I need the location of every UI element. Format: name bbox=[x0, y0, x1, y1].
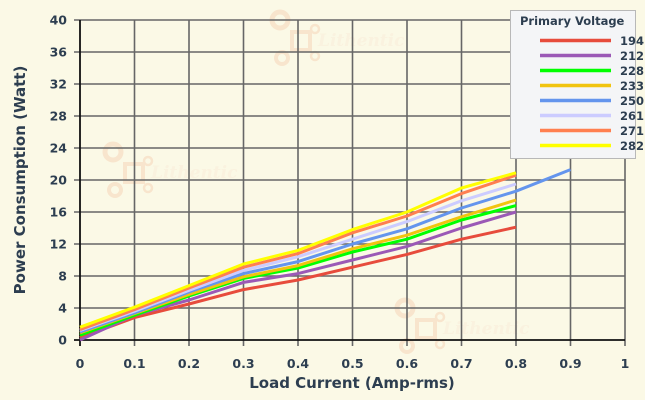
x-tick-label: 0.7 bbox=[450, 356, 472, 371]
x-tick-label: 0.8 bbox=[505, 356, 527, 371]
x-tick-label: 0.5 bbox=[341, 356, 363, 371]
legend-item: 250 bbox=[540, 94, 644, 108]
legend-label: 282 bbox=[620, 139, 644, 153]
tick-labels: 0 0.1 0.2 0.3 0.4 0.5 0.6 0.7 0.8 0.9 1 0 4 8 12 16 20 24… bbox=[50, 13, 630, 372]
legend-label: 212 bbox=[620, 49, 644, 63]
legend-title: Primary Voltage bbox=[520, 14, 625, 28]
watermark-text: Lithentic bbox=[150, 163, 238, 183]
y-tick-label: 20 bbox=[50, 173, 68, 188]
legend-item: 212 bbox=[540, 49, 644, 63]
series-line-271 bbox=[79, 173, 517, 332]
x-tick-label: 1 bbox=[621, 356, 630, 371]
legend-item: 228 bbox=[540, 64, 644, 78]
y-tick-label: 8 bbox=[58, 269, 67, 284]
series-line-261 bbox=[79, 182, 517, 332]
y-tick-label: 36 bbox=[50, 45, 68, 60]
legend-label: 250 bbox=[620, 94, 644, 108]
axes bbox=[74, 20, 625, 346]
watermark-logo: Lithentic bbox=[269, 9, 405, 66]
y-tick-label: 40 bbox=[50, 13, 68, 28]
y-tick-label: 0 bbox=[58, 333, 67, 348]
series-line-194 bbox=[79, 225, 517, 340]
series-line-282 bbox=[79, 171, 517, 329]
series-line-228 bbox=[79, 204, 517, 337]
y-tick-label: 32 bbox=[50, 77, 67, 92]
legend-item: 261 bbox=[540, 109, 644, 123]
legend-item: 271 bbox=[540, 124, 644, 138]
y-axis-label: Power Consumption (Watt) bbox=[11, 66, 29, 295]
y-tick-label: 16 bbox=[50, 205, 68, 220]
x-tick-label: 0.1 bbox=[123, 356, 145, 371]
y-tick-label: 4 bbox=[58, 301, 67, 316]
x-tick-label: 0.2 bbox=[178, 356, 200, 371]
watermark-text: Lithentic bbox=[317, 31, 405, 51]
legend-label: 261 bbox=[620, 109, 644, 123]
legend-label: 194 bbox=[620, 34, 644, 48]
y-tick-label: 24 bbox=[50, 141, 68, 156]
legend-item: 233 bbox=[540, 79, 644, 93]
x-tick-label: 0.6 bbox=[396, 356, 418, 371]
watermark-logo: Lithentic bbox=[102, 141, 238, 198]
legend-label: 233 bbox=[620, 79, 644, 93]
x-tick-label: 0.4 bbox=[287, 356, 309, 371]
x-tick-label: 0.9 bbox=[559, 356, 581, 371]
y-tick-label: 28 bbox=[50, 109, 67, 124]
legend-item: 282 bbox=[540, 139, 644, 153]
legend-label: 271 bbox=[620, 124, 644, 138]
series-lines bbox=[79, 168, 572, 342]
x-axis-label: Load Current (Amp-rms) bbox=[249, 374, 455, 392]
legend-label: 228 bbox=[620, 64, 644, 78]
legend-item: 194 bbox=[540, 34, 644, 48]
x-tick-label: 0.3 bbox=[232, 356, 254, 371]
watermark-text: Lithentic bbox=[442, 319, 530, 339]
y-tick-label: 12 bbox=[50, 237, 67, 252]
x-tick-label: 0 bbox=[76, 356, 85, 371]
